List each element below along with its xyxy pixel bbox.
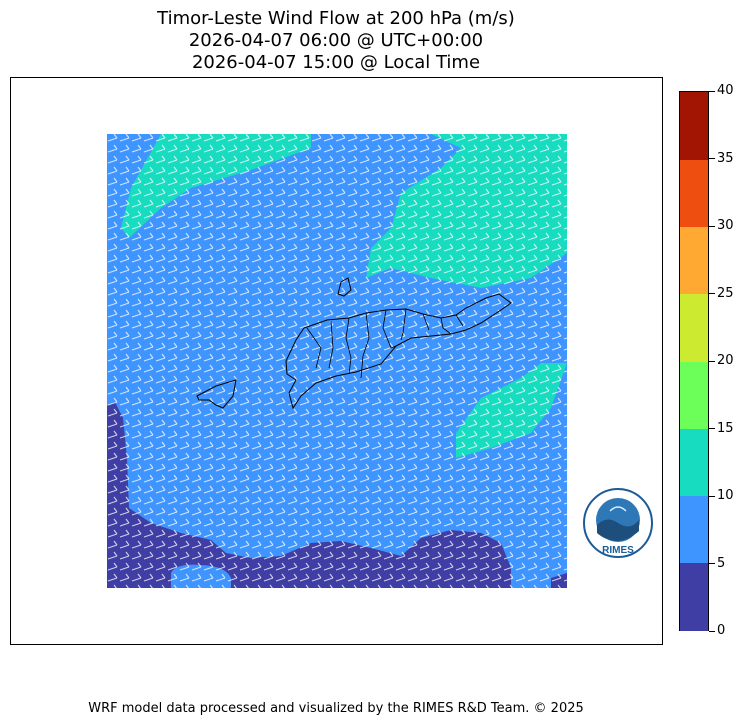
- colorbar-band: [680, 293, 708, 362]
- title-line-1: Timor-Leste Wind Flow at 200 hPa (m/s): [157, 8, 515, 29]
- timor-leste-outline: [285, 293, 512, 410]
- colorbar-band: [680, 226, 708, 295]
- colorbar-band: [680, 562, 708, 631]
- colorbar-tick: [709, 428, 715, 429]
- colorbar-band: [680, 495, 708, 564]
- oecusse-outline: [196, 379, 237, 409]
- colorbar-tick-label: 10: [717, 488, 734, 503]
- footer-credit: WRF model data processed and visualized …: [88, 701, 584, 716]
- colorbar-band: [680, 361, 708, 429]
- colorbar-tick-label: 20: [717, 353, 734, 368]
- colorbar-tick-label: 40: [717, 83, 734, 98]
- colorbar-tick: [709, 225, 715, 227]
- colorbar-tick: [709, 360, 715, 362]
- chart-title: Timor-Leste Wind Flow at 200 hPa (m/s) 2…: [0, 8, 672, 74]
- colorbar-tick: [709, 293, 715, 294]
- colorbar-tick-label: 35: [717, 150, 734, 166]
- colorbar-tick-label: 25: [717, 285, 734, 301]
- colorbar: [679, 91, 709, 631]
- colorbar-tick-label: 15: [717, 420, 734, 436]
- colorbar-tick: [709, 630, 715, 632]
- wind-map: [107, 134, 567, 588]
- colorbar-tick-label: 5: [717, 555, 726, 571]
- colorbar-tick: [709, 563, 715, 564]
- wind-barbs: [107, 134, 567, 588]
- map-panel: [10, 77, 663, 645]
- colorbar-tick: [709, 495, 715, 497]
- title-line-3: 2026-04-07 15:00 @ Local Time: [191, 52, 481, 73]
- coastline: [196, 277, 512, 410]
- colorbar-tick: [709, 90, 715, 92]
- logo-text: RIMES: [602, 545, 634, 556]
- atauro-island-outline: [337, 277, 352, 297]
- colorbar-tick-label: 30: [717, 218, 734, 233]
- colorbar-tick-label: 0: [717, 623, 726, 638]
- colorbar-band: [680, 92, 708, 160]
- colorbar-tick: [709, 158, 715, 159]
- district-boundaries: [306, 308, 464, 379]
- colorbar-band: [680, 428, 708, 496]
- title-line-2: 2026-04-07 06:00 @ UTC+00:00: [188, 30, 484, 51]
- colorbar-band: [680, 159, 708, 227]
- rimes-logo: RIMES: [583, 488, 653, 558]
